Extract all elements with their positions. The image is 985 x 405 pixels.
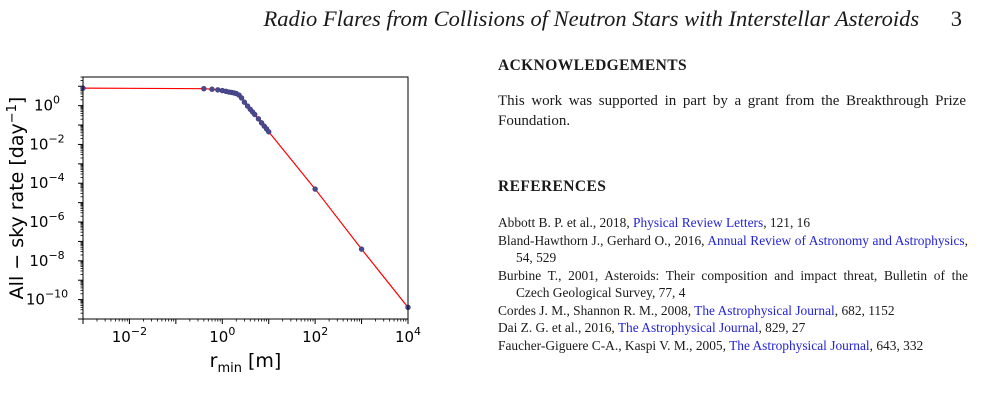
- reference-text: Cordes J. M., Shannon R. M., 2008,: [498, 302, 695, 318]
- y-tick-label: 10−10: [26, 288, 68, 309]
- reference-details: , 121, 16: [763, 215, 811, 230]
- y-tick-label: 10−6: [29, 210, 64, 231]
- reference-text: Abbott B. P. et al., 2018,: [498, 215, 634, 230]
- reference-item: Dai Z. G. et al., 2016, The Astrophysica…: [498, 319, 968, 337]
- data-point: [241, 99, 248, 105]
- reference-text: Faucher-Giguere C-A., Kaspi V. M., 2005,: [498, 337, 730, 353]
- reference-journal-link[interactable]: The Astrophysical Journal: [617, 320, 759, 335]
- reference-details: , 829, 27: [758, 320, 806, 335]
- reference-journal-link[interactable]: Annual Review of Astronomy and Astrophys…: [707, 232, 965, 248]
- running-head-title: Radio Flares from Collisions of Neutron …: [263, 6, 920, 31]
- reference-details: , 643, 332: [869, 337, 924, 353]
- data-point: [209, 86, 215, 92]
- reference-item: Faucher-Giguere C-A., Kaspi V. M., 2005,…: [498, 337, 968, 355]
- reference-text: Dai Z. G. et al., 2016,: [498, 320, 618, 335]
- reference-list: Abbott B. P. et al., 2018, Physical Revi…: [498, 214, 968, 354]
- x-tick-label: 102: [302, 325, 328, 346]
- reference-item: Burbine T., 2001, Asteroids: Their compo…: [498, 267, 968, 302]
- running-head: Radio Flares from Collisions of Neutron …: [0, 6, 962, 32]
- x-tick-label: 10−2: [112, 325, 147, 346]
- y-tick-label: 10−2: [29, 132, 64, 153]
- plot-frame: [82, 76, 409, 320]
- reference-details: , 682, 1152: [834, 302, 895, 318]
- reference-journal-link[interactable]: The Astrophysical Journal: [694, 302, 835, 318]
- series-line: [83, 87, 408, 308]
- acknowledgements-heading: ACKNOWLEDGEMENTS: [498, 57, 687, 74]
- page-number: 3: [950, 6, 962, 31]
- data-point: [312, 186, 318, 192]
- reference-journal-link[interactable]: Physical Review Letters: [633, 215, 764, 230]
- y-tick-label: 100: [34, 94, 60, 115]
- rate-vs-rmin-chart: 10−2 100 102 104 100 10−2 10−4 10−6 10−8 10−10 rmi…: [5, 76, 421, 376]
- acknowledgements-text: This work was supported in part by a gra…: [498, 93, 966, 129]
- data-point: [252, 111, 258, 118]
- y-tick-label: 10−4: [29, 171, 64, 192]
- reference-text: Burbine T., 2001, Asteroids: Their compo…: [498, 267, 968, 301]
- data-point: [358, 246, 365, 252]
- data-point: [201, 85, 207, 92]
- y-axis-label: All − sky rate [day−1]: [5, 97, 28, 300]
- reference-journal-link[interactable]: The Astrophysical Journal: [729, 337, 870, 353]
- data-point: [255, 116, 262, 122]
- reference-details: , 54, 529: [516, 232, 969, 266]
- data-point: [266, 129, 272, 135]
- reference-item: Abbott B. P. et al., 2018, Physical Revi…: [498, 214, 968, 232]
- reference-item: Bland-Hawthorn J., Gerhard O., 2016, Ann…: [498, 232, 968, 267]
- references-heading: REFERENCES: [498, 178, 607, 195]
- x-tick-label: 100: [209, 325, 235, 346]
- data-point: [238, 95, 245, 101]
- reference-item: Cordes J. M., Shannon R. M., 2008, The A…: [498, 302, 968, 320]
- data-point: [215, 87, 221, 93]
- x-axis-label: rmin [m]: [210, 350, 282, 376]
- reference-text: Bland-Hawthorn J., Gerhard O., 2016,: [498, 232, 708, 248]
- y-tick-label: 10−8: [29, 249, 64, 270]
- x-tick-label: 104: [395, 325, 421, 346]
